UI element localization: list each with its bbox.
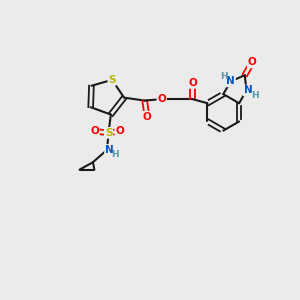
Text: O: O bbox=[90, 126, 99, 136]
Text: O: O bbox=[158, 94, 166, 104]
Text: N: N bbox=[105, 145, 114, 155]
Text: H: H bbox=[220, 72, 228, 81]
Text: O: O bbox=[115, 126, 124, 136]
Text: H: H bbox=[251, 91, 259, 100]
Text: N: N bbox=[244, 85, 252, 95]
Text: S: S bbox=[108, 75, 116, 85]
Text: O: O bbox=[248, 58, 256, 68]
Text: S: S bbox=[105, 128, 112, 138]
Text: H: H bbox=[112, 150, 119, 159]
Text: O: O bbox=[188, 78, 197, 88]
Text: O: O bbox=[143, 112, 152, 122]
Text: N: N bbox=[226, 76, 235, 86]
